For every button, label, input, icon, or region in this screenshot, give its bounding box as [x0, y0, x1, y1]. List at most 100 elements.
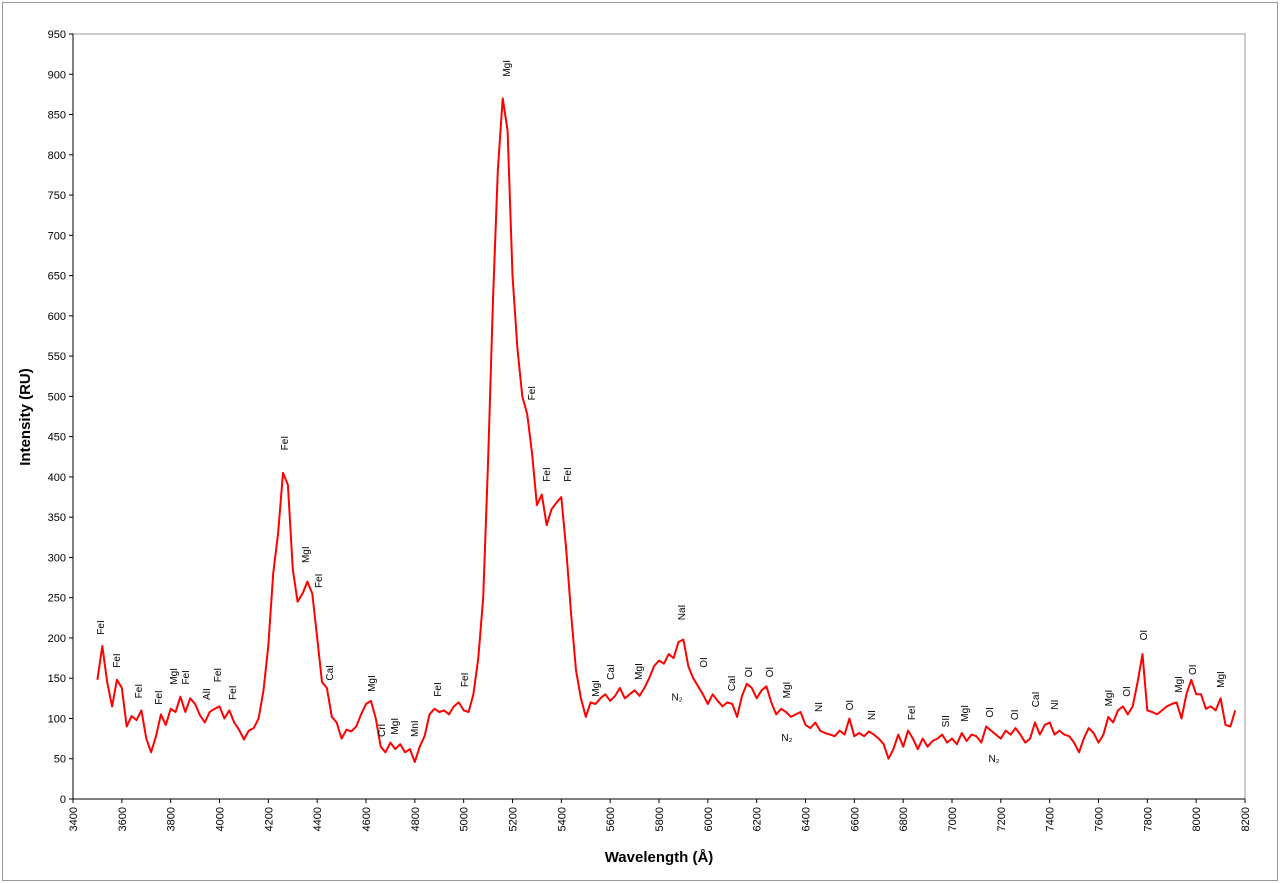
x-tick-label: 6000 — [703, 807, 715, 831]
annotation: AlI — [202, 688, 213, 700]
annotation: OI — [699, 657, 710, 668]
annotation: FeI — [228, 685, 239, 699]
y-tick-label: 100 — [48, 713, 66, 725]
x-tick-label: 6200 — [752, 807, 764, 831]
annotation: CaI — [1031, 692, 1042, 708]
annotation: FeI — [563, 467, 574, 481]
annotation: OI — [845, 700, 856, 711]
x-tick-label: 7200 — [996, 807, 1008, 831]
annotation: MgI — [591, 680, 602, 697]
annotation: OI — [1139, 630, 1150, 641]
annotation: NI — [814, 702, 825, 712]
annotation: N₂ — [672, 693, 683, 704]
annotation: FeI — [154, 690, 165, 704]
annotation: CrI — [377, 724, 388, 737]
y-tick-label: 900 — [48, 69, 66, 81]
annotation: OI — [1188, 664, 1199, 675]
annotation: FeI — [181, 670, 192, 684]
annotation: N₂ — [988, 754, 999, 765]
x-tick-label: 4000 — [215, 807, 227, 831]
annotation: MgI — [502, 60, 513, 77]
x-tick-label: 7600 — [1094, 807, 1106, 831]
y-tick-label: 50 — [54, 754, 66, 766]
annotation: FeI — [314, 574, 325, 588]
annotation: CaI — [606, 664, 617, 680]
y-tick-label: 200 — [48, 633, 66, 645]
y-tick-label: 450 — [48, 432, 66, 444]
annotation: OI — [744, 667, 755, 678]
annotation: OI — [1010, 710, 1021, 721]
y-tick-label: 400 — [48, 472, 66, 484]
annotation: NI — [1050, 700, 1061, 710]
x-tick-label: 7800 — [1142, 807, 1154, 831]
annotation: OI — [765, 667, 776, 678]
annotation: NI — [867, 710, 878, 720]
annotation: N₂ — [781, 733, 792, 744]
annotation: MgI — [169, 668, 180, 685]
x-tick-label: 7400 — [1045, 807, 1057, 831]
annotation: MgI — [1216, 671, 1227, 688]
y-tick-label: 300 — [48, 552, 66, 564]
annotation: FeI — [433, 682, 444, 696]
annotation: FeI — [460, 673, 471, 687]
annotation: CaI — [727, 676, 738, 692]
annotation: FeI — [542, 467, 553, 481]
annotation: MgI — [634, 663, 645, 680]
annotation: OI — [1122, 686, 1133, 697]
x-tick-label: 5200 — [508, 807, 520, 831]
x-tick-label: 4200 — [263, 807, 275, 831]
x-tick-label: 5600 — [605, 807, 617, 831]
annotation: FeI — [96, 620, 107, 634]
y-tick-label: 550 — [48, 351, 66, 363]
y-axis-title: Intensity (RU) — [17, 368, 34, 466]
x-tick-label: 8200 — [1240, 807, 1252, 831]
y-tick-label: 950 — [48, 29, 66, 41]
annotation: CaI — [325, 665, 336, 681]
annotation: MgI — [782, 682, 793, 699]
x-axis-title: Wavelength (Å) — [605, 849, 714, 866]
x-tick-label: 3600 — [117, 807, 129, 831]
spectrum-line — [96, 97, 1237, 763]
annotation: SII — [941, 715, 952, 727]
x-tick-label: 7000 — [947, 807, 959, 831]
x-tick-label: 4600 — [361, 807, 373, 831]
annotation: MgI — [1174, 676, 1185, 693]
annotation: FeI — [213, 668, 224, 682]
y-tick-label: 750 — [48, 190, 66, 202]
y-tick-label: 500 — [48, 391, 66, 403]
annotation: FeI — [112, 653, 123, 667]
annotation: FeI — [280, 436, 291, 450]
annotation: MgI — [960, 705, 971, 722]
x-tick-label: 3400 — [68, 807, 80, 831]
x-tick-label: 5800 — [654, 807, 666, 831]
y-tick-label: 700 — [48, 230, 66, 242]
x-tick-label: 5400 — [556, 807, 568, 831]
x-tick-label: 8000 — [1191, 807, 1203, 831]
y-tick-label: 600 — [48, 311, 66, 323]
x-tick-label: 6400 — [801, 807, 813, 831]
x-tick-label: 6800 — [898, 807, 910, 831]
x-tick-label: 5000 — [459, 807, 471, 831]
annotation: FeI — [907, 706, 918, 720]
y-tick-label: 350 — [48, 512, 66, 524]
annotation: MgI — [390, 718, 401, 735]
annotation: MnI — [410, 720, 421, 737]
y-tick-label: 850 — [48, 110, 66, 122]
annotation: MgI — [301, 546, 312, 563]
x-tick-label: 3800 — [166, 807, 178, 831]
annotation: FeI — [134, 684, 145, 698]
annotation: OI — [985, 707, 996, 718]
x-tick-label: 6600 — [849, 807, 861, 831]
annotation: MgI — [367, 675, 378, 692]
y-tick-label: 650 — [48, 271, 66, 283]
y-tick-label: 250 — [48, 593, 66, 605]
x-tick-label: 4800 — [410, 807, 422, 831]
y-tick-label: 0 — [60, 794, 66, 806]
annotation: FeI — [527, 386, 538, 400]
y-tick-label: 150 — [48, 673, 66, 685]
annotation: NaI — [677, 605, 688, 621]
x-tick-label: 4400 — [312, 807, 324, 831]
